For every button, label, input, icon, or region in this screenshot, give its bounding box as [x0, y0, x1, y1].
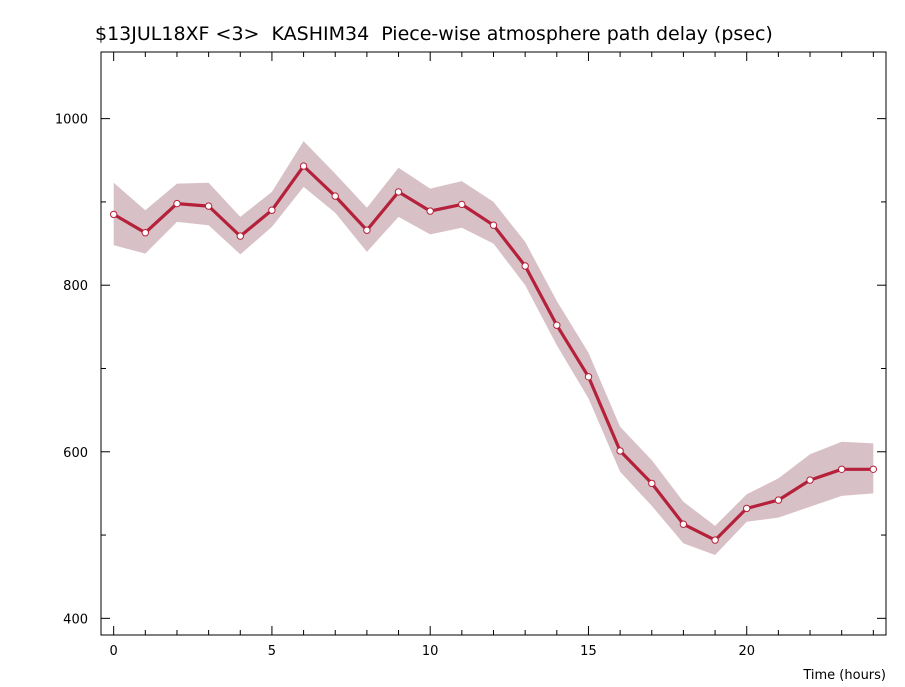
- data-point: [774, 496, 783, 504]
- data-point: [173, 199, 181, 208]
- data-point: [869, 465, 877, 473]
- x-axis-label: Time (hours): [802, 668, 886, 683]
- x-tick-label: 15: [580, 644, 597, 659]
- data-point: [331, 192, 339, 200]
- x-tick-label: 5: [268, 644, 276, 659]
- plot-area: [110, 141, 877, 555]
- x-tick-label: 10: [422, 644, 439, 659]
- data-point: [616, 447, 624, 455]
- data-point: [394, 188, 403, 196]
- data-point: [743, 504, 751, 513]
- data-point: [553, 321, 561, 329]
- data-point: [711, 536, 719, 544]
- data-point: [268, 206, 276, 214]
- y-tick-label: 800: [63, 279, 88, 294]
- data-point: [838, 465, 846, 473]
- data-point: [489, 221, 498, 229]
- data-point: [204, 202, 213, 210]
- data-point: [648, 479, 656, 488]
- uncertainty-band: [113, 141, 874, 555]
- data-point: [363, 226, 371, 234]
- chart-title: $13JUL18XF <3> KASHIM34 Piece-wise atmos…: [95, 23, 773, 45]
- y-tick-label: 1000: [55, 113, 88, 128]
- y-tick-label: 400: [63, 612, 88, 627]
- data-point: [236, 232, 245, 240]
- data-point: [584, 373, 593, 381]
- plot-frame: [100, 51, 887, 636]
- x-tick-label: 0: [110, 644, 118, 659]
- data-point: [110, 210, 118, 219]
- data-point: [141, 229, 150, 237]
- y-tick-label: 600: [63, 446, 88, 461]
- data-point: [521, 262, 529, 270]
- axis-ticks: 0 5 10 15 20 400 600 800 1000: [55, 52, 886, 659]
- data-point: [458, 200, 466, 209]
- data-point: [299, 162, 308, 170]
- data-point: [806, 476, 814, 484]
- x-tick-label: 20: [738, 644, 755, 659]
- data-point: [426, 207, 434, 215]
- data-point: [679, 520, 688, 528]
